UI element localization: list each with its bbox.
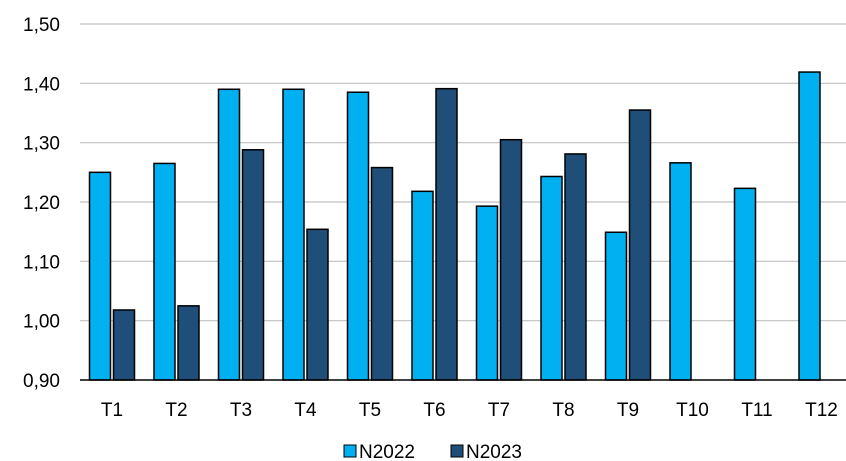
bar-n2023-t5: [370, 166, 394, 381]
bar-n2023-t1: [112, 309, 136, 381]
y-tick-label: 1,30: [23, 134, 60, 155]
bar-n2022-t1: [88, 171, 112, 381]
bar-n2022-t6: [411, 190, 434, 381]
bar-n2023-t7: [499, 138, 523, 381]
x-tick-label: T10: [676, 400, 709, 421]
legend: N2022 N2023: [343, 442, 522, 461]
legend-swatch-n2022: [343, 444, 357, 458]
legend-label-n2022: N2022: [359, 442, 415, 461]
x-tick-label: T1: [101, 400, 123, 421]
x-axis-tick-labels: T1 T2 T3 T4 T5 T6 T7 T8 T9 T10 T11 T12: [101, 400, 838, 421]
x-tick-label: T7: [488, 400, 510, 421]
bar-n2022-t3: [217, 88, 241, 381]
y-tick-label: 1,20: [23, 193, 60, 214]
y-tick-label: 1,10: [23, 252, 60, 273]
x-tick-label: T4: [294, 400, 317, 421]
x-tick-label: T2: [165, 400, 187, 421]
bar-n2022-t12: [798, 71, 821, 381]
x-tick-label: T5: [359, 400, 381, 421]
x-tick-label: T9: [617, 400, 639, 421]
bar-n2023-t3: [241, 149, 265, 381]
bar-n2023-t6: [435, 87, 458, 381]
y-tick-label: 1,40: [23, 74, 60, 95]
gridlines: [80, 23, 846, 322]
bar-n2023-t2: [177, 305, 200, 381]
bar-n2022-t9: [604, 231, 628, 381]
bar-n2023-t9: [628, 109, 652, 381]
y-tick-label: 1,50: [23, 15, 60, 36]
bar-n2023-t4: [306, 228, 329, 381]
x-tick-label: T6: [423, 400, 445, 421]
bar-n2022-t2: [153, 162, 176, 381]
x-tick-label: T12: [805, 400, 838, 421]
bar-n2022-t5: [346, 91, 370, 381]
legend-label-n2023: N2023: [466, 442, 522, 461]
x-tick-label: T11: [741, 400, 772, 421]
bars: [88, 71, 821, 381]
x-tick-label: T3: [230, 400, 252, 421]
y-tick-label: 1,00: [23, 312, 60, 333]
bar-n2022-t4: [282, 88, 305, 381]
y-axis-tick-labels: 0,90 1,00 1,10 1,20 1,30 1,40 1,50: [23, 15, 60, 392]
legend-swatch-n2023: [450, 444, 464, 458]
y-tick-label: 0,90: [23, 371, 60, 392]
bar-n2023-t8: [564, 153, 587, 381]
bar-n2022-t8: [540, 175, 563, 381]
bar-n2022-t11: [733, 187, 757, 381]
bar-n2022-t10: [669, 162, 692, 381]
x-tick-label: T8: [552, 400, 574, 421]
bar-n2022-t7: [475, 205, 499, 381]
